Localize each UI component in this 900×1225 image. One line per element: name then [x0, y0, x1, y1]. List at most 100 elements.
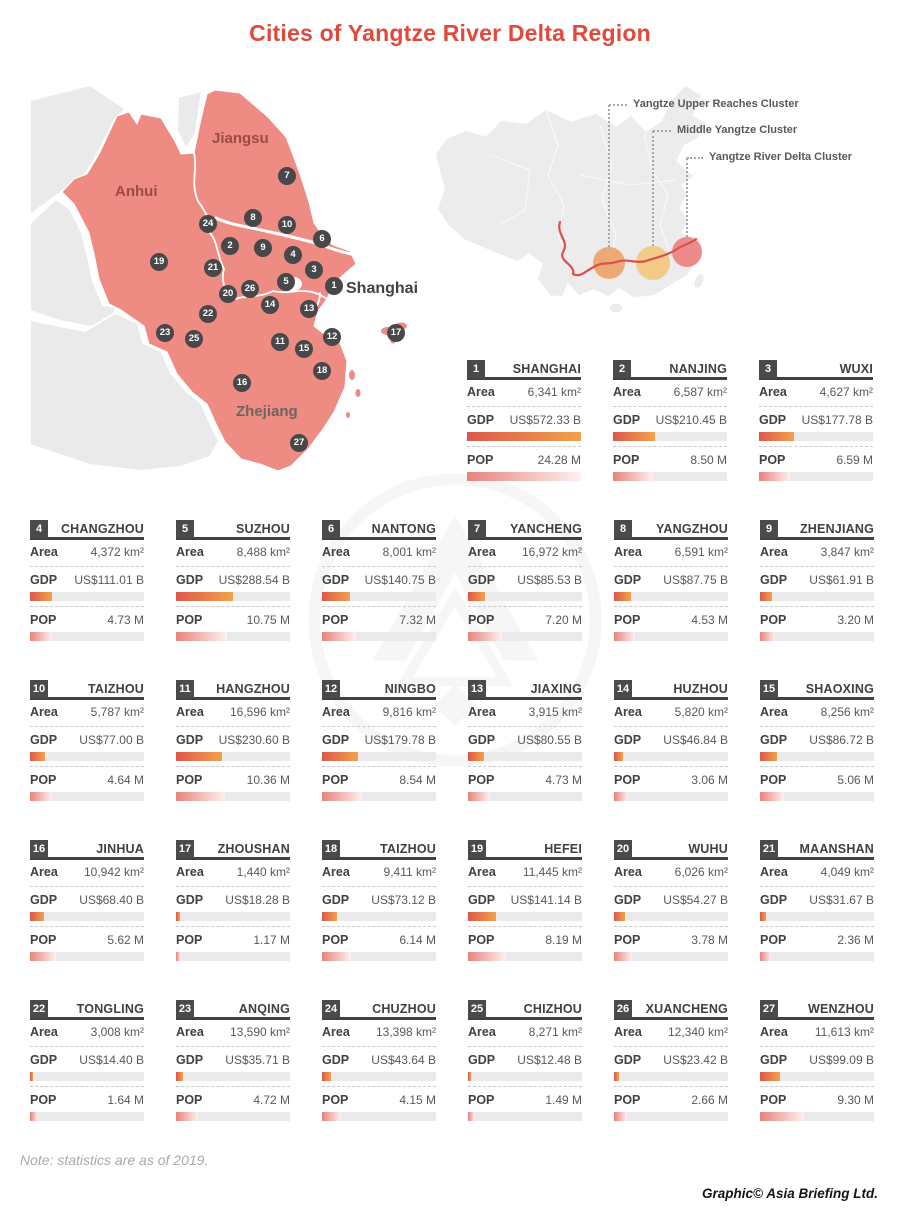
- pop-bar: [760, 632, 874, 641]
- gdp-label: GDP: [760, 893, 788, 907]
- area-row: Area 13,398 km²: [322, 1020, 436, 1041]
- pop-bar-fill: [30, 1112, 38, 1121]
- card-number-badge: 2: [613, 360, 631, 378]
- pop-row: POP 4.53 M: [614, 608, 728, 629]
- area-value: 8,256 km²: [820, 705, 874, 719]
- card-number-badge: 12: [322, 680, 340, 698]
- pop-row: POP 3.06 M: [614, 768, 728, 789]
- city-card: 16 JINHUA Area 10,942 km² GDP US$68.40 B…: [30, 840, 144, 961]
- pop-bar-fill: [322, 792, 363, 801]
- gdp-label: GDP: [322, 733, 350, 747]
- city-marker-number: 2: [227, 240, 233, 252]
- gdp-label: GDP: [30, 573, 58, 587]
- card-number-badge: 15: [760, 680, 778, 698]
- gdp-value: US$572.33 B: [509, 413, 581, 427]
- card-number-badge: 5: [176, 520, 194, 538]
- gdp-bar: [468, 912, 582, 921]
- pop-label: POP: [614, 613, 641, 627]
- gdp-bar-fill: [176, 752, 222, 761]
- divider: [467, 446, 581, 447]
- cluster-label: Yangtze River Delta Cluster: [709, 151, 853, 163]
- divider: [30, 1046, 144, 1047]
- gdp-label: GDP: [614, 893, 642, 907]
- city-card: 26 XUANCHENG Area 12,340 km² GDP US$23.4…: [614, 1000, 728, 1121]
- area-value: 3,847 km²: [820, 545, 874, 559]
- card-header: 11 HANGZHOU: [176, 680, 290, 700]
- gdp-value: US$99.09 B: [809, 1053, 874, 1067]
- city-marker: 25: [185, 330, 203, 348]
- pop-row: POP 10.75 M: [176, 608, 290, 629]
- city-card: 5 SUZHOU Area 8,488 km² GDP US$288.54 B …: [176, 520, 290, 641]
- city-card: 7 YANCHENG Area 16,972 km² GDP US$85.53 …: [468, 520, 582, 641]
- area-row: Area 9,411 km²: [322, 860, 436, 881]
- pop-value: 1.17 M: [253, 933, 290, 947]
- area-label: Area: [468, 705, 496, 719]
- pop-row: POP 24.28 M: [467, 448, 581, 469]
- area-label: Area: [468, 545, 496, 559]
- credit-text: Graphic© Asia Briefing Ltd.: [702, 1186, 878, 1201]
- divider: [613, 446, 727, 447]
- divider: [30, 606, 144, 607]
- pop-bar: [468, 1112, 582, 1121]
- cards-row-1: 1 SHANGHAI Area 6,341 km² GDP US$572.33 …: [467, 360, 873, 481]
- gdp-row: GDP US$85.53 B: [468, 568, 582, 589]
- area-row: Area 4,627 km²: [759, 380, 873, 401]
- province-label: Zhejiang: [236, 403, 298, 420]
- pop-value: 2.36 M: [837, 933, 874, 947]
- pop-row: POP 7.32 M: [322, 608, 436, 629]
- pop-label: POP: [760, 773, 787, 787]
- gdp-row: GDP US$179.78 B: [322, 728, 436, 749]
- card-header: 7 YANCHENG: [468, 520, 582, 540]
- gdp-bar-fill: [614, 752, 624, 761]
- city-marker-number: 22: [202, 308, 214, 320]
- area-label: Area: [30, 865, 58, 879]
- area-value: 5,820 km²: [674, 705, 728, 719]
- pop-row: POP 1.64 M: [30, 1088, 144, 1109]
- card-city-name: TONGLING: [76, 1002, 144, 1016]
- pop-label: POP: [467, 453, 494, 467]
- gdp-label: GDP: [614, 573, 642, 587]
- pop-row: POP 8.50 M: [613, 448, 727, 469]
- card-city-name: MAANSHAN: [799, 842, 874, 856]
- area-row: Area 9,816 km²: [322, 700, 436, 721]
- pop-row: POP 3.20 M: [760, 608, 874, 629]
- card-city-name: YANCHENG: [510, 522, 582, 536]
- gdp-bar-fill: [322, 912, 337, 921]
- card-header: 5 SUZHOU: [176, 520, 290, 540]
- card-number-badge: 26: [614, 1000, 632, 1018]
- divider: [760, 1046, 874, 1047]
- gdp-value: US$31.67 B: [809, 893, 874, 907]
- gdp-label: GDP: [468, 1053, 496, 1067]
- card-city-name: HEFEI: [544, 842, 582, 856]
- page-title: Cities of Yangtze River Delta Region: [249, 20, 651, 46]
- gdp-value: US$18.28 B: [225, 893, 290, 907]
- gdp-row: GDP US$80.55 B: [468, 728, 582, 749]
- area-value: 6,587 km²: [673, 385, 727, 399]
- pop-row: POP 1.17 M: [176, 928, 290, 949]
- pop-bar-fill: [176, 952, 182, 961]
- divider: [322, 926, 436, 927]
- pop-bar: [760, 952, 874, 961]
- card-city-name: WUXI: [839, 362, 873, 376]
- pop-row: POP 5.06 M: [760, 768, 874, 789]
- pop-bar: [322, 792, 436, 801]
- gdp-bar: [30, 1072, 144, 1081]
- gdp-label: GDP: [322, 893, 350, 907]
- gdp-bar-fill: [322, 592, 351, 601]
- pop-label: POP: [176, 773, 203, 787]
- pop-label: POP: [322, 933, 349, 947]
- area-label: Area: [322, 1025, 350, 1039]
- pop-bar-fill: [322, 1112, 342, 1121]
- pop-value: 5.62 M: [107, 933, 144, 947]
- divider: [30, 886, 144, 887]
- area-value: 9,411 km²: [383, 865, 436, 879]
- pop-bar-fill: [176, 1112, 199, 1121]
- pop-label: POP: [30, 1093, 57, 1107]
- divider: [468, 566, 582, 567]
- gdp-value: US$46.84 B: [663, 733, 728, 747]
- divider: [468, 606, 582, 607]
- area-value: 1,440 km²: [236, 865, 290, 879]
- card-number-badge: 24: [322, 1000, 340, 1018]
- divider: [614, 606, 728, 607]
- pop-row: POP 9.30 M: [760, 1088, 874, 1109]
